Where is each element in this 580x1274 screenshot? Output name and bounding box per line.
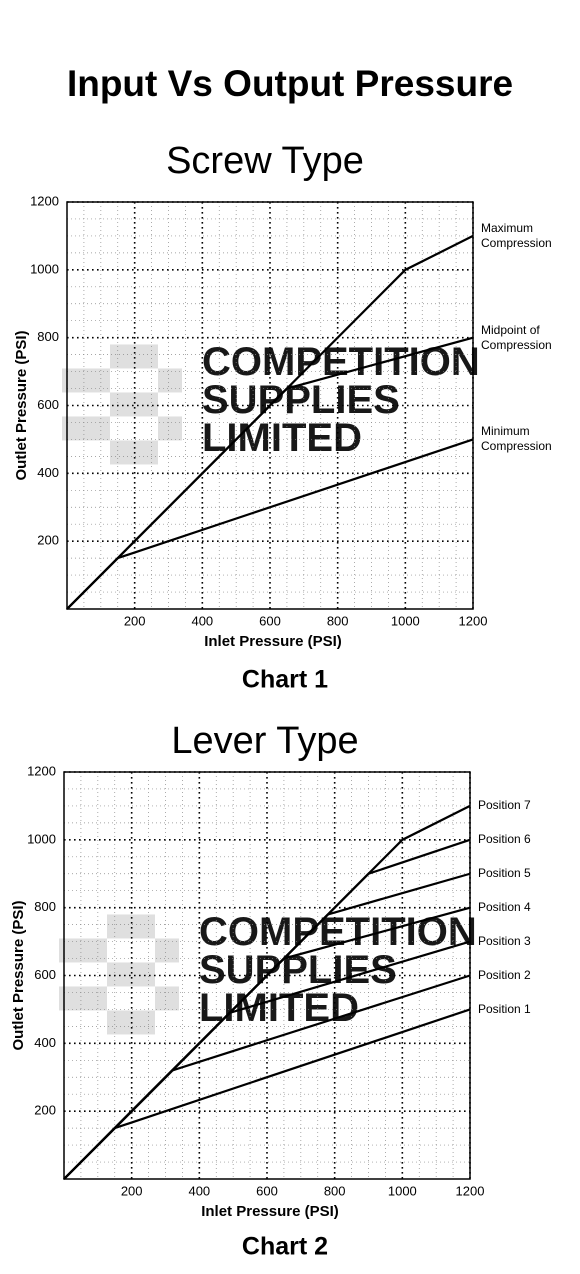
legend-entry: Position 3 (478, 922, 570, 962)
x-axis-label: Inlet Pressure (PSI) (204, 633, 342, 650)
y-tick-label: 1200 (27, 763, 56, 778)
chart-caption: Chart 2 (242, 1233, 328, 1261)
legend-label: Position 4 (478, 888, 570, 928)
watermark-block (107, 962, 131, 987)
y-tick-label: 800 (37, 329, 59, 344)
y-tick-label: 400 (37, 465, 59, 480)
x-tick-label: 600 (256, 1183, 278, 1198)
y-tick-label: 200 (34, 1103, 56, 1118)
chart-title: Lever Type (171, 720, 358, 762)
legend-label: Maximum Compression (481, 216, 573, 256)
watermark-block (86, 368, 110, 393)
chart-caption: Chart 1 (242, 666, 328, 694)
watermark-block (134, 392, 158, 417)
watermark-block (83, 986, 107, 1011)
legend-entry: Position 2 (478, 956, 570, 996)
y-tick-label: 400 (34, 1035, 56, 1050)
series-line (66, 438, 474, 610)
x-tick-label: 400 (191, 613, 213, 628)
legend-entry: Maximum Compression (481, 216, 573, 256)
y-axis-label: Outlet Pressure (PSI) (10, 900, 27, 1050)
legend-entry: Position 5 (478, 854, 570, 894)
watermark-block (110, 344, 134, 369)
y-tick-label: 1000 (30, 261, 59, 276)
watermark-block (158, 368, 182, 393)
x-tick-label: 200 (121, 1183, 143, 1198)
legend-entry: Minimum Compression (481, 419, 573, 459)
legend-label: Position 5 (478, 854, 570, 894)
legend-text: Maximum Compression (481, 220, 552, 250)
watermark-block (62, 368, 86, 393)
legend-text: Midpoint of Compression (481, 322, 552, 352)
watermark-block (59, 986, 83, 1011)
legend-entry: Position 6 (478, 820, 570, 860)
watermark-block (110, 392, 134, 417)
y-tick-label: 1200 (30, 193, 59, 208)
watermark-block (107, 1010, 131, 1035)
watermark-block (62, 416, 86, 441)
legend-entry: Position 4 (478, 888, 570, 928)
x-tick-label: 400 (188, 1183, 210, 1198)
legend-text: Position 1 (478, 1001, 531, 1016)
watermark-text: LIMITED (199, 986, 359, 1030)
legend-text: Position 4 (478, 900, 531, 915)
legend-label: Position 6 (478, 820, 570, 860)
watermark-block (155, 938, 179, 963)
y-axis-label: Outlet Pressure (PSI) (13, 330, 30, 480)
legend-text: Position 6 (478, 832, 531, 847)
series-line (63, 1008, 471, 1180)
x-axis-label: Inlet Pressure (PSI) (201, 1203, 339, 1220)
x-tick-label: 800 (324, 1183, 346, 1198)
watermark-block (131, 1010, 155, 1035)
legend-label: Position 2 (478, 956, 570, 996)
legend-entry: Position 7 (478, 786, 570, 826)
watermark-block (59, 938, 83, 963)
legend-text: Position 5 (478, 866, 531, 881)
watermark-block (107, 914, 131, 939)
legend-label: Minimum Compression (481, 419, 573, 459)
watermark-text: LIMITED (202, 416, 362, 460)
x-tick-label: 200 (124, 613, 146, 628)
x-tick-label: 1000 (391, 613, 420, 628)
legend-label: Position 3 (478, 922, 570, 962)
y-tick-label: 1000 (27, 831, 56, 846)
watermark-block (134, 440, 158, 465)
chart-title: Screw Type (166, 140, 364, 182)
y-tick-label: 800 (34, 899, 56, 914)
x-tick-label: 800 (327, 613, 349, 628)
watermark-block (86, 416, 110, 441)
watermark-block (110, 440, 134, 465)
watermark-block (83, 938, 107, 963)
x-tick-label: 1000 (388, 1183, 417, 1198)
legend-label: Position 7 (478, 786, 570, 826)
y-tick-label: 600 (34, 967, 56, 982)
legend-text: Position 2 (478, 968, 531, 982)
legend-label: Position 1 (478, 989, 570, 1029)
x-tick-label: 600 (259, 613, 281, 628)
watermark-block (155, 986, 179, 1011)
legend-entry: Position 1 (478, 989, 570, 1029)
watermark-block (134, 344, 158, 369)
legend-label: Midpoint of Compression (481, 318, 573, 358)
watermark-block (131, 914, 155, 939)
y-tick-label: 200 (37, 533, 59, 548)
y-tick-label: 600 (37, 397, 59, 412)
watermark-block (131, 962, 155, 987)
watermark-block (158, 416, 182, 441)
plot-frame (66, 201, 474, 610)
x-tick-label: 1200 (459, 613, 488, 628)
legend-text: Position 3 (478, 934, 531, 949)
page-title: Input Vs Output Pressure (67, 63, 513, 104)
legend-entry: Midpoint of Compression (481, 318, 573, 358)
legend-text: Position 7 (478, 798, 531, 813)
legend-text: Minimum Compression (481, 424, 552, 454)
x-tick-label: 1200 (456, 1183, 485, 1198)
